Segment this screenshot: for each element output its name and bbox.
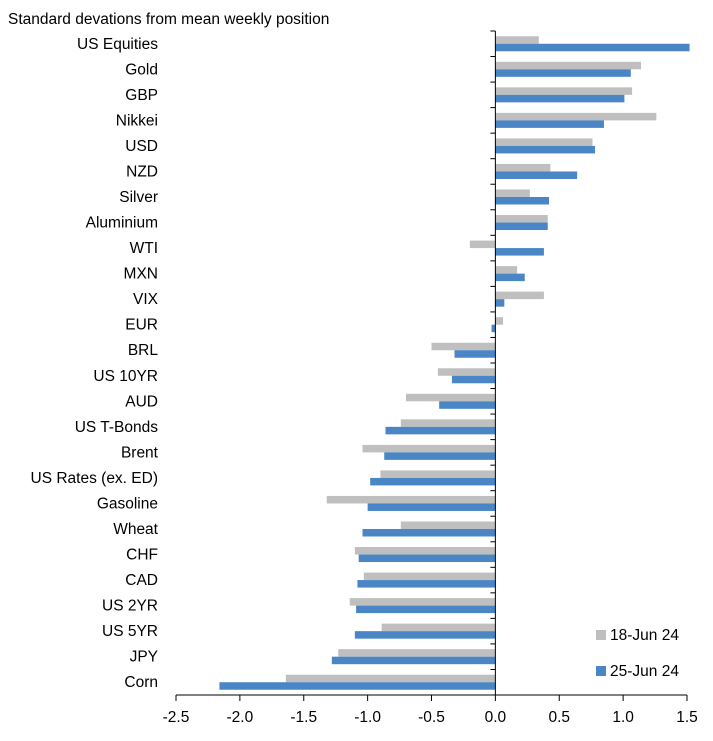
category-label: USD (125, 138, 158, 155)
bar-25-jun (495, 273, 525, 282)
category-label: CHF (126, 547, 158, 564)
category-label: EUR (125, 317, 158, 334)
bar-25-jun (495, 94, 625, 103)
bar-18-jun (349, 598, 496, 606)
category-label: US T-Bonds (75, 419, 159, 436)
category-label: BRL (128, 342, 159, 359)
bar-18-jun (495, 317, 504, 325)
legend-swatch (596, 630, 606, 640)
category-label: Silver (119, 189, 158, 206)
bar-18-jun (495, 266, 518, 274)
x-tick-label: -0.5 (418, 709, 445, 726)
x-tick-label: -1.5 (290, 709, 317, 726)
bar-25-jun (331, 656, 496, 665)
bar-25-jun (367, 503, 496, 511)
bar-18-jun (495, 87, 633, 95)
bar-25-jun (495, 120, 604, 128)
category-label: JPY (130, 649, 158, 666)
bar-25-jun (354, 631, 496, 639)
bar-18-jun (495, 291, 544, 300)
category-label: US 5YR (102, 623, 158, 640)
bar-18-jun (495, 112, 657, 121)
bar-25-jun (495, 69, 631, 77)
bar-18-jun (338, 649, 496, 657)
x-tick-label: -1.0 (354, 709, 381, 726)
bar-25-jun (370, 477, 496, 486)
legend-label: 25-Jun 24 (610, 663, 679, 680)
category-label: US 2YR (102, 598, 158, 615)
bar-25-jun (385, 426, 496, 435)
category-label: GBP (125, 87, 158, 104)
x-tick-label: -2.5 (163, 709, 190, 726)
category-label: NZD (126, 163, 158, 180)
bar-18-jun (495, 189, 530, 197)
bar-18-jun (495, 215, 548, 223)
bar-18-jun (431, 342, 496, 351)
bar-25-jun (495, 171, 578, 179)
bar-25-jun (219, 682, 496, 690)
bar-25-jun (495, 43, 690, 52)
category-label: Gold (125, 61, 158, 78)
bar-25-jun (357, 580, 496, 588)
legend-label: 18-Jun 24 (610, 627, 679, 644)
bar-18-jun (495, 61, 642, 70)
category-label: Corn (124, 674, 158, 691)
category-label: Gasoline (97, 495, 158, 512)
chart-title: Standard devations from mean weekly posi… (8, 11, 329, 28)
category-label: CAD (125, 572, 158, 589)
bar-18-jun (363, 572, 496, 581)
category-label: US Rates (ex. ED) (31, 470, 158, 487)
bar-25-jun (454, 350, 496, 358)
bar-25-jun (495, 197, 550, 205)
category-label: Aluminium (86, 215, 158, 232)
legend-swatch (596, 666, 606, 676)
bar-18-jun (362, 444, 496, 453)
category-label: US 10YR (93, 368, 158, 385)
category-label: Wheat (113, 521, 158, 538)
bar-25-jun (358, 554, 496, 563)
x-tick-label: -2.0 (227, 709, 254, 726)
bar-18-jun (495, 138, 593, 146)
bar-18-jun (381, 623, 496, 632)
bar-18-jun (495, 36, 539, 44)
bar-25-jun (384, 452, 496, 460)
bar-18-jun (285, 674, 496, 683)
bar-18-jun (400, 419, 496, 427)
bar-18-jun (405, 393, 496, 402)
bar-25-jun (362, 529, 496, 537)
bar-25-jun (495, 248, 544, 256)
category-label: AUD (125, 393, 158, 410)
bar-18-jun (380, 470, 496, 478)
x-tick-label: 0.0 (485, 709, 507, 726)
category-label: US Equities (77, 36, 158, 53)
category-label: Brent (121, 444, 159, 461)
x-tick-label: 1.5 (676, 709, 698, 726)
bar-18-jun (495, 163, 551, 172)
category-label: Nikkei (116, 112, 158, 129)
x-tick-label: 0.5 (548, 709, 570, 726)
bar-25-jun (495, 145, 596, 154)
bar-25-jun (491, 324, 496, 333)
category-label: VIX (133, 291, 159, 308)
category-label: WTI (130, 240, 158, 257)
bar-25-jun (495, 222, 548, 231)
bar-18-jun (326, 495, 496, 504)
bar-18-jun (354, 547, 496, 555)
x-tick-label: 1.0 (612, 709, 634, 726)
bar-25-jun (439, 401, 496, 409)
category-label: MXN (124, 266, 158, 283)
bar-18-jun (469, 240, 496, 249)
bar-25-jun (451, 375, 496, 384)
bar-25-jun (356, 605, 496, 614)
bar-18-jun (437, 368, 496, 376)
bar-18-jun (400, 521, 496, 529)
bar-25-jun (495, 299, 505, 307)
